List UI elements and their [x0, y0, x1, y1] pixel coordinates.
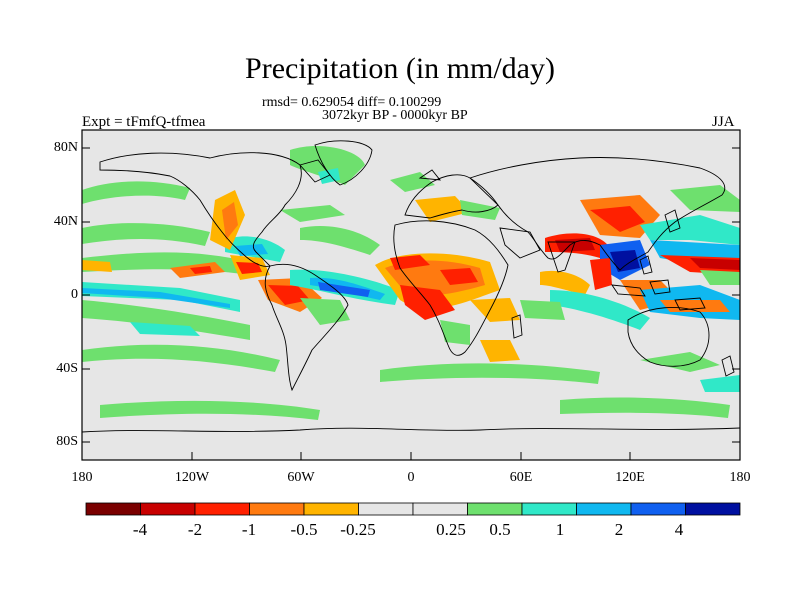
colorbar-label: -2: [187, 520, 203, 539]
lat-label-80s: 80S: [56, 434, 78, 449]
colorbar-label: 0.25: [436, 520, 466, 539]
colorbar-label: 4: [674, 520, 684, 539]
colorbar-box-6: [412, 502, 468, 516]
lon-label-60w: 60W: [287, 470, 315, 485]
colorbar-label: -1: [241, 520, 257, 539]
season-label: JJA: [712, 114, 735, 130]
lat-ticks: [82, 147, 740, 443]
colorbar-box-4: [303, 502, 359, 516]
colorbar-label: 2: [614, 520, 624, 539]
lon-label-180e: 180: [729, 470, 751, 485]
lat-label-40s: 40S: [56, 361, 78, 376]
precip-anomaly-field: [82, 145, 740, 420]
coastlines: [82, 140, 740, 433]
lat-label-40n: 40N: [53, 214, 78, 229]
lon-label-120w: 120W: [174, 470, 210, 485]
colorbar-label: -0.25: [340, 520, 376, 539]
colorbar-box-9: [576, 502, 632, 516]
colorbar-label: 0.5: [489, 520, 511, 539]
stats-subtitle: rmsd= 0.629054 diff= 0.100299: [262, 95, 442, 110]
colorbar: [85, 502, 741, 516]
colorbar-box-8: [521, 502, 577, 516]
colorbar-box-2: [194, 502, 250, 516]
colorbar-label: 1: [555, 520, 565, 539]
map-title: Precipitation (in mm/day): [245, 52, 555, 85]
lon-ticks: [81, 452, 741, 460]
period-subtitle: 3072kyr BP - 0000kyr BP: [322, 108, 468, 123]
experiment-label: Expt = tFmfQ-tfmea: [82, 114, 206, 130]
lon-label-180w: 180: [71, 470, 93, 485]
lat-label-0: 0: [71, 287, 78, 302]
lon-label-120e: 120E: [615, 470, 645, 485]
colorbar-box-10: [630, 502, 686, 516]
colorbar-label: -4: [132, 520, 148, 539]
colorbar-box-0: [85, 502, 141, 516]
lon-label-60e: 60E: [509, 470, 533, 485]
colorbar-box-3: [249, 502, 305, 516]
colorbar-box-11: [685, 502, 741, 516]
colorbar-label: -0.5: [290, 520, 318, 539]
colorbar-box-1: [140, 502, 196, 516]
colorbar-box-7: [467, 502, 523, 516]
lon-label-0: 0: [407, 470, 415, 485]
colorbar-box-5: [358, 502, 414, 516]
lat-label-80n: 80N: [53, 140, 78, 155]
